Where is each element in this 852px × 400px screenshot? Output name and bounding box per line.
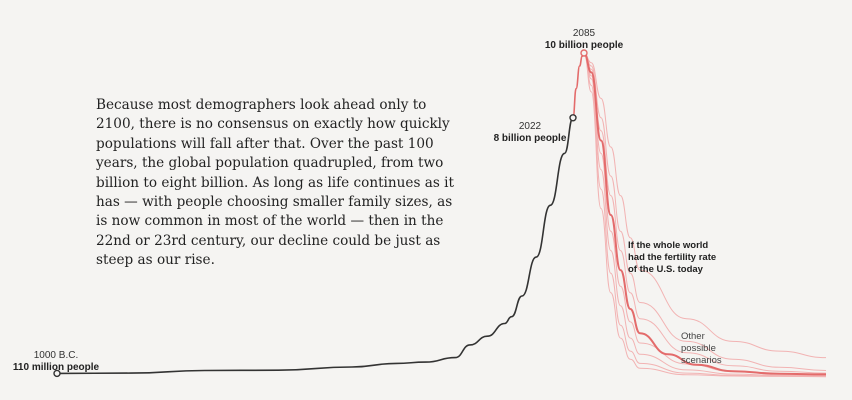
us-fertility-annotation-line-3: of the U.S. today: [628, 264, 704, 275]
current-value-label: 8 billion people: [494, 133, 567, 144]
scenario-line-7: [583, 52, 827, 378]
intro-paragraph: Because most demographers look ahead onl…: [96, 97, 454, 269]
peak-year-label: 2085: [573, 28, 596, 39]
us-fertility-scenario-line: [583, 52, 827, 376]
us-fertility-annotation-line-1: If the whole world: [628, 240, 708, 251]
scenario-line-2: [583, 52, 827, 371]
current-marker: [569, 114, 577, 122]
scenario-line-6: [583, 52, 827, 377]
peak-value-label: 10 billion people: [545, 40, 624, 51]
peak-marker: [580, 49, 588, 57]
historical-population-line: [56, 117, 574, 375]
other-scenarios-annotation-line-3: scenarios: [681, 355, 722, 366]
start-year-label: 1000 B.C.: [34, 350, 78, 361]
markers: [53, 49, 588, 378]
us-fertility-annotation-line-2: had the fertility rate: [628, 252, 716, 263]
start-marker: [53, 369, 61, 378]
scenario-lines: [583, 52, 827, 378]
start-value-label: 110 million people: [13, 362, 100, 373]
current-year-label: 2022: [519, 121, 542, 132]
other-scenarios-annotation-line-2: possible: [681, 343, 716, 354]
other-scenarios-annotation-line-1: Other: [681, 331, 705, 342]
scenario-line-1: [583, 52, 827, 359]
projection-line: [572, 52, 585, 119]
scenario-line-5: [583, 52, 827, 377]
scenario-line-4: [583, 52, 827, 376]
